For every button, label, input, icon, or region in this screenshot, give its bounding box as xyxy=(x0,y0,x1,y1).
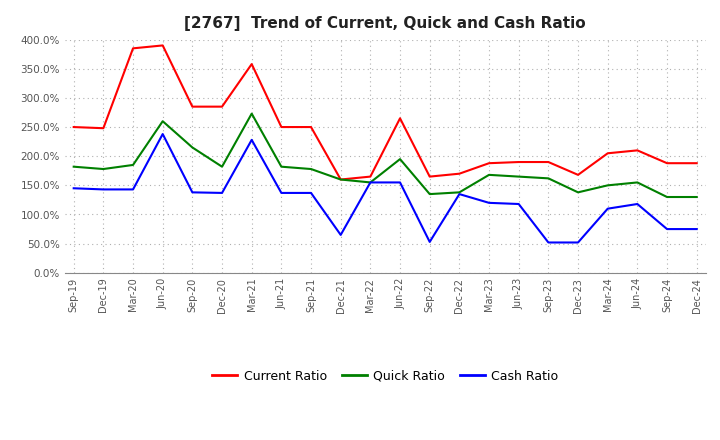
Current Ratio xyxy=(158,43,167,48)
Cash Ratio xyxy=(455,191,464,197)
Current Ratio xyxy=(426,174,434,179)
Current Ratio xyxy=(544,159,553,165)
Cash Ratio xyxy=(633,202,642,207)
Quick Ratio xyxy=(603,183,612,188)
Quick Ratio xyxy=(217,164,226,169)
Current Ratio xyxy=(693,161,701,166)
Cash Ratio xyxy=(69,186,78,191)
Current Ratio xyxy=(336,177,345,182)
Current Ratio xyxy=(485,161,493,166)
Cash Ratio xyxy=(603,206,612,211)
Current Ratio xyxy=(69,125,78,130)
Title: [2767]  Trend of Current, Quick and Cash Ratio: [2767] Trend of Current, Quick and Cash … xyxy=(184,16,586,32)
Current Ratio xyxy=(633,148,642,153)
Quick Ratio xyxy=(69,164,78,169)
Current Ratio xyxy=(188,104,197,109)
Quick Ratio xyxy=(248,111,256,116)
Cash Ratio xyxy=(277,190,286,195)
Current Ratio xyxy=(396,116,405,121)
Line: Current Ratio: Current Ratio xyxy=(73,45,697,180)
Current Ratio xyxy=(129,46,138,51)
Cash Ratio xyxy=(544,240,553,245)
Cash Ratio xyxy=(248,137,256,143)
Quick Ratio xyxy=(574,190,582,195)
Cash Ratio xyxy=(574,240,582,245)
Current Ratio xyxy=(514,159,523,165)
Cash Ratio xyxy=(485,200,493,205)
Current Ratio xyxy=(366,174,374,179)
Quick Ratio xyxy=(693,194,701,200)
Cash Ratio xyxy=(129,187,138,192)
Quick Ratio xyxy=(396,157,405,162)
Cash Ratio xyxy=(426,239,434,245)
Cash Ratio xyxy=(396,180,405,185)
Current Ratio xyxy=(574,172,582,177)
Cash Ratio xyxy=(307,190,315,195)
Current Ratio xyxy=(603,150,612,156)
Cash Ratio xyxy=(366,180,374,185)
Cash Ratio xyxy=(693,227,701,232)
Quick Ratio xyxy=(277,164,286,169)
Current Ratio xyxy=(217,104,226,109)
Cash Ratio xyxy=(99,187,108,192)
Current Ratio xyxy=(248,62,256,67)
Quick Ratio xyxy=(633,180,642,185)
Quick Ratio xyxy=(99,166,108,172)
Cash Ratio xyxy=(217,190,226,195)
Quick Ratio xyxy=(366,180,374,185)
Quick Ratio xyxy=(307,166,315,172)
Quick Ratio xyxy=(336,177,345,182)
Line: Quick Ratio: Quick Ratio xyxy=(73,114,697,197)
Line: Cash Ratio: Cash Ratio xyxy=(73,134,697,242)
Current Ratio xyxy=(99,125,108,131)
Quick Ratio xyxy=(455,190,464,195)
Quick Ratio xyxy=(158,118,167,124)
Cash Ratio xyxy=(336,232,345,238)
Quick Ratio xyxy=(662,194,671,200)
Current Ratio xyxy=(455,171,464,176)
Legend: Current Ratio, Quick Ratio, Cash Ratio: Current Ratio, Quick Ratio, Cash Ratio xyxy=(207,365,563,388)
Quick Ratio xyxy=(188,145,197,150)
Current Ratio xyxy=(662,161,671,166)
Cash Ratio xyxy=(662,227,671,232)
Cash Ratio xyxy=(514,202,523,207)
Quick Ratio xyxy=(426,191,434,197)
Current Ratio xyxy=(277,125,286,130)
Quick Ratio xyxy=(485,172,493,177)
Quick Ratio xyxy=(514,174,523,179)
Quick Ratio xyxy=(129,162,138,168)
Cash Ratio xyxy=(158,132,167,137)
Quick Ratio xyxy=(544,176,553,181)
Cash Ratio xyxy=(188,190,197,195)
Current Ratio xyxy=(307,125,315,130)
